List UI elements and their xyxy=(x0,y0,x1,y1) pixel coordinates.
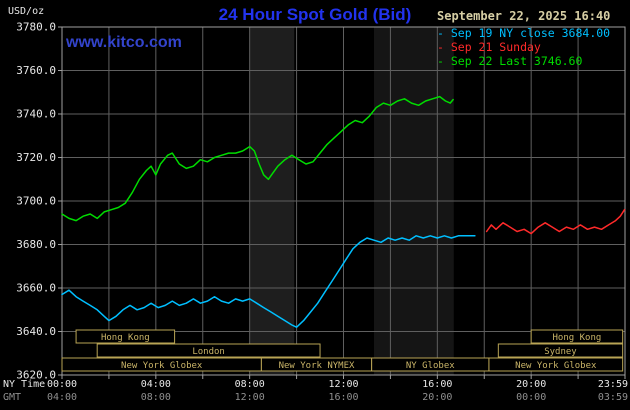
price-series-sep19 xyxy=(61,235,476,328)
session-label: Hong Kong xyxy=(553,333,602,343)
price-series-sep22 xyxy=(61,95,454,222)
legend-item: - Sep 19 NY close 3684.00 xyxy=(437,26,611,40)
y-tick-label: 3720.0 xyxy=(16,151,56,164)
session-label: New York Globex xyxy=(515,361,597,371)
legend-item: - Sep 21 Sunday xyxy=(437,40,541,54)
session-label: London xyxy=(192,347,225,357)
y-tick-label: 3780.0 xyxy=(16,21,56,34)
x-tick-label-gmt: 16:00 xyxy=(328,392,358,403)
session-box xyxy=(75,329,176,344)
x-tick-label-nytime: 23:59 xyxy=(598,379,628,390)
x-tick-label-nytime: 12:00 xyxy=(328,379,358,390)
session-label: New York Globex xyxy=(121,361,203,371)
x-tick-label-gmt: 04:00 xyxy=(47,392,77,403)
chart-datetime: September 22, 2025 16:40 xyxy=(437,9,611,23)
x-tick-label-gmt: 03:59 xyxy=(598,392,628,403)
price-series-sep21 xyxy=(485,208,626,235)
session-label: Sydney xyxy=(544,347,577,357)
session-box xyxy=(530,329,624,344)
x-tick-label-nytime: 00:00 xyxy=(47,379,77,390)
x-axis-caption-nytime: NY Time xyxy=(3,379,45,390)
session-label: NY Globex xyxy=(406,361,455,371)
x-tick-label-gmt: 00:00 xyxy=(516,392,546,403)
legend-item: - Sep 22 Last 3746.60 xyxy=(437,54,583,68)
legend: - Sep 19 NY close 3684.00- Sep 21 Sunday… xyxy=(437,26,610,68)
x-axis-caption-gmt: GMT xyxy=(3,392,21,403)
chart-title: 24 Hour Spot Gold (Bid) xyxy=(218,5,412,24)
y-tick-label: 3660.0 xyxy=(16,282,56,295)
session-box xyxy=(488,357,624,372)
x-tick-label-gmt: 08:00 xyxy=(141,392,171,403)
session-label: Hong Kong xyxy=(101,333,150,343)
x-tick-label-gmt: 20:00 xyxy=(422,392,452,403)
y-tick-label: 3740.0 xyxy=(16,108,56,121)
x-tick-label-nytime: 04:00 xyxy=(141,379,171,390)
kitco-watermark-link[interactable]: www.kitco.com xyxy=(66,34,182,51)
y-tick-label: 3640.0 xyxy=(16,325,56,338)
session-label: New York NYMEX xyxy=(279,361,355,371)
x-tick-label-nytime: 08:00 xyxy=(235,379,265,390)
y-tick-label: 3760.0 xyxy=(16,64,56,77)
y-tick-label: 3700.0 xyxy=(16,195,56,208)
x-tick-label-gmt: 12:00 xyxy=(235,392,265,403)
y-tick-label: 3620.0 xyxy=(16,369,56,382)
y-tick-label: 3680.0 xyxy=(16,238,56,251)
session-box xyxy=(497,343,624,358)
y-axis-units-label: USD/oz xyxy=(8,6,45,17)
x-tick-label-nytime: 20:00 xyxy=(516,379,546,390)
session-box xyxy=(96,343,321,358)
x-tick-label-nytime: 16:00 xyxy=(422,379,452,390)
